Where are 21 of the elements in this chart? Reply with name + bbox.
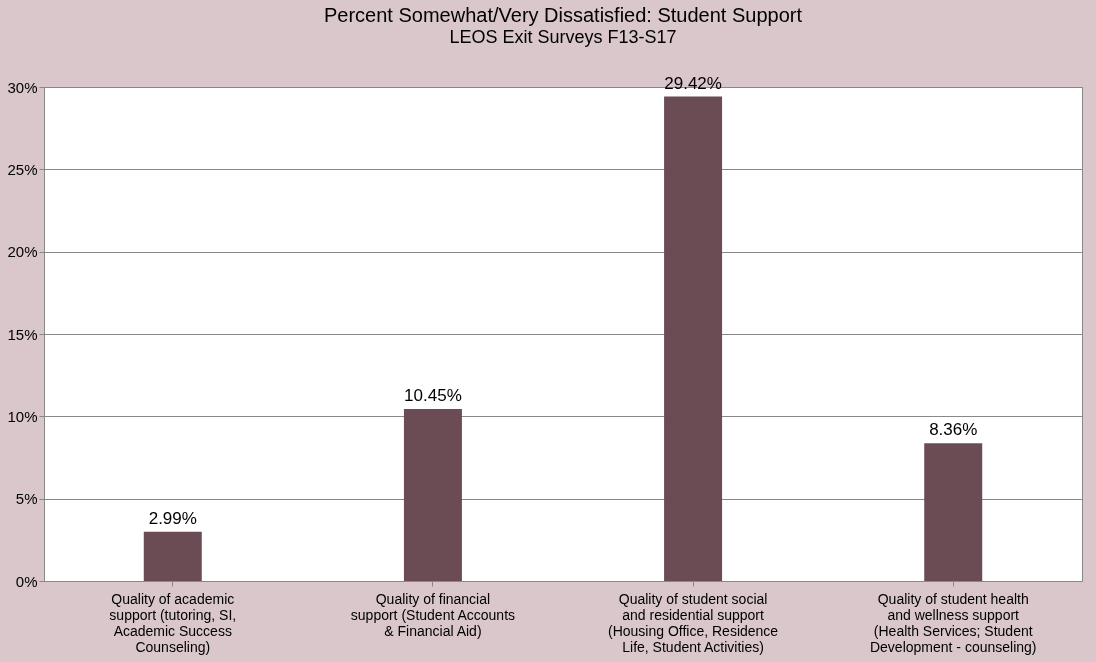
- y-tick-label: 25%: [7, 160, 38, 178]
- data-label: 2.99%: [148, 508, 197, 528]
- y-tick-label: 30%: [7, 78, 38, 96]
- bar: [664, 96, 723, 581]
- chart-subtitle: LEOS Exit Surveys F13-S17: [449, 26, 677, 47]
- y-tick-label: 0%: [15, 572, 38, 590]
- bar: [403, 408, 462, 581]
- chart-title: Percent Somewhat/Very Dissatisfied: Student Support: [323, 3, 803, 26]
- data-label: 10.45%: [404, 385, 462, 405]
- y-tick-label: 5%: [15, 490, 38, 508]
- data-label: 29.42%: [664, 73, 722, 93]
- y-tick-label: 20%: [7, 243, 38, 261]
- x-tick-label: Quality of financial support (Student Accounts & Financial Aid): [350, 590, 516, 639]
- x-tick-label: Quality of student health and wellness support (Health Services; Student Development - counseling): [869, 590, 1037, 655]
- x-tick-label: Quality of student social and residential support (Housing Office, Residence Life, Student Activities): [607, 590, 779, 655]
- data-label: 8.36%: [929, 420, 978, 440]
- bar: [924, 443, 983, 581]
- y-tick-label: 15%: [7, 325, 38, 343]
- x-tick-label: Quality of academic support (tutoring, SI, Academic Success Counseling): [109, 590, 237, 655]
- y-tick-label: 10%: [7, 407, 38, 425]
- bar: [143, 531, 202, 581]
